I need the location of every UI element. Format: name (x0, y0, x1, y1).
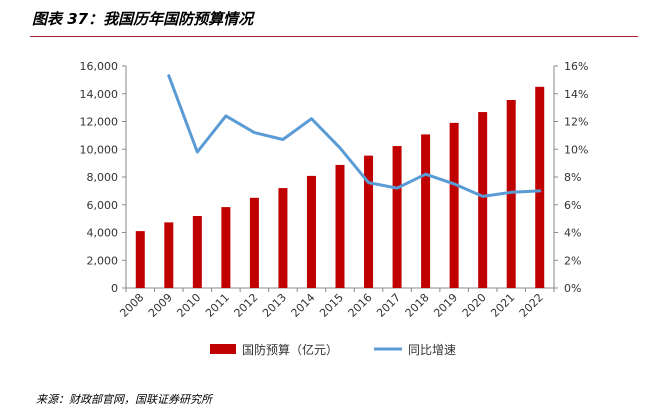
bar-2017 (392, 146, 402, 288)
y-left-tick-label: 10,000 (80, 143, 119, 156)
bar-2018 (421, 134, 431, 288)
y-right-tick-label: 6% (564, 199, 581, 212)
legend-label-growth-rate: 同比增速 (408, 343, 456, 357)
growth-point-2014 (310, 117, 313, 120)
legend-label-defense-budget: 国防预算（亿元） (242, 342, 338, 357)
growth-point-2012 (253, 131, 256, 134)
bar-2021 (506, 99, 516, 289)
bar-2019 (449, 122, 459, 288)
y-right-tick-label: 14% (564, 88, 588, 101)
growth-point-2013 (281, 138, 285, 141)
x-tick-label: 2019 (431, 291, 460, 320)
y-left-tick-label: 2,000 (87, 254, 119, 267)
growth-point-2022 (538, 189, 541, 193)
y-right-tick-label: 10% (564, 143, 588, 156)
y-right-tick-label: 2% (564, 254, 581, 267)
x-tick-label: 2011 (203, 291, 232, 320)
x-tick-label: 2020 (460, 291, 489, 320)
growth-point-2015 (338, 146, 342, 150)
x-tick-label: 2016 (346, 291, 375, 320)
x-tick-label: 2010 (174, 291, 203, 320)
x-tick-label: 2009 (146, 291, 175, 320)
growth-point-2011 (224, 114, 228, 118)
bar-2009 (164, 222, 174, 288)
x-tick-label: 2013 (260, 291, 289, 320)
growth-point-2021 (510, 191, 513, 194)
y-right-tick-label: 12% (564, 116, 588, 129)
bar-2015 (335, 164, 345, 288)
growth-rate-line (167, 74, 542, 198)
bar-series (135, 86, 545, 289)
y-left-tick-label: 14,000 (80, 88, 119, 101)
y-left-tick-label: 8,000 (87, 171, 119, 184)
y-right-tick-label: 4% (564, 227, 581, 240)
bar-2022 (535, 86, 545, 288)
legend-swatch-defense-budget (210, 344, 236, 354)
x-tick-label: 2017 (374, 291, 403, 320)
y-left-tick-label: 16,000 (80, 60, 119, 73)
growth-point-2020 (481, 195, 484, 198)
bar-2008 (135, 231, 145, 288)
bar-2012 (249, 197, 259, 288)
x-tick-label: 2015 (317, 291, 346, 320)
growth-point-2018 (424, 173, 427, 176)
growth-point-2019 (452, 182, 456, 186)
growth-line-series (167, 74, 542, 198)
y-left-tick-label: 12,000 (80, 116, 119, 129)
figure-title: 图表 37：我国历年国防预算情况 (32, 10, 254, 28)
legend: 国防预算（亿元） 同比增速 (210, 342, 456, 357)
chart: 0 2,000 4,000 6,000 8,000 10,000 12,000 14,000 1… (80, 60, 589, 357)
x-tick-label: 2008 (117, 291, 146, 320)
bar-2013 (278, 188, 288, 288)
growth-point-2010 (196, 150, 199, 154)
x-tick-label: 2022 (517, 291, 546, 320)
bar-2016 (364, 155, 374, 288)
x-tick-label: 2014 (289, 291, 318, 320)
title-rule (30, 36, 638, 37)
x-tick-label: 2021 (488, 291, 517, 320)
x-tick-label: 2012 (232, 291, 261, 320)
source-note: 来源：财政部官网，国联证券研究所 (36, 393, 212, 406)
y-right-tick-label: 8% (564, 171, 581, 184)
bar-2020 (478, 112, 488, 288)
y-right-tick-label: 16% (564, 60, 588, 73)
growth-point-2017 (395, 186, 399, 190)
y-right-tick-label: 0% (564, 282, 581, 295)
growth-point-2009 (167, 74, 170, 77)
bar-2011 (221, 207, 231, 288)
y-left-tick-label: 4,000 (87, 227, 119, 240)
growth-point-2016 (367, 181, 370, 184)
x-tick-label: 2018 (403, 291, 432, 320)
y-left-tick-label: 0 (111, 282, 118, 295)
bar-2010 (192, 215, 202, 288)
bar-2014 (306, 175, 316, 288)
y-left-tick-label: 6,000 (87, 199, 119, 212)
